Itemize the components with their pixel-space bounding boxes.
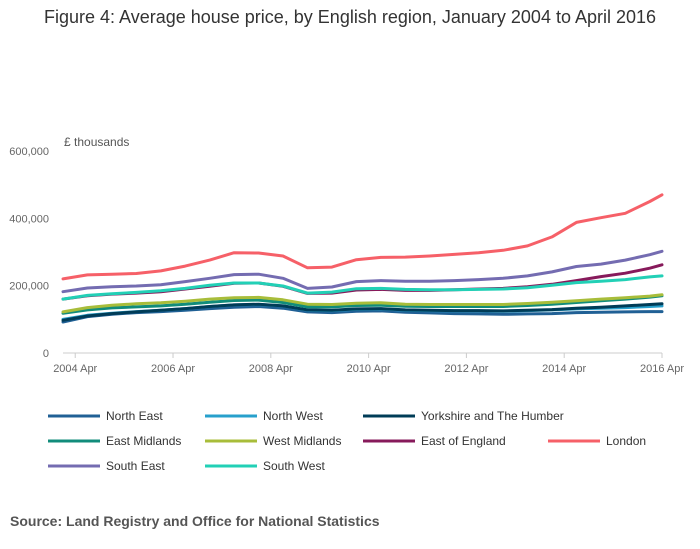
chart-title: Figure 4: Average house price, by Englis… — [43, 7, 657, 27]
legend-item[interactable]: North West — [205, 409, 323, 423]
y-tick-label: 0 — [43, 348, 49, 360]
legend-label: East Midlands — [106, 434, 181, 448]
x-tick-label: 2012 Apr — [444, 363, 488, 375]
legend-label: South West — [263, 459, 325, 473]
x-tick-label: 2010 Apr — [347, 363, 391, 375]
series-line-south-west — [61, 274, 664, 301]
legend-label: West Midlands — [263, 434, 341, 448]
legend-item[interactable]: South West — [205, 459, 325, 473]
source-note: Source: Land Registry and Office for Nat… — [10, 513, 380, 529]
legend-item[interactable]: West Midlands — [205, 434, 341, 448]
y-tick-label: 200,000 — [9, 281, 49, 293]
legend-label: South East — [106, 459, 165, 473]
legend-item[interactable]: Yorkshire and The Humber — [363, 409, 564, 423]
legend-label: North West — [263, 409, 323, 423]
series-line-south-east — [61, 249, 664, 294]
legend-label: London — [606, 434, 646, 448]
y-axis-label: £ thousands — [64, 135, 129, 149]
y-tick-label: 400,000 — [9, 213, 49, 225]
legend-item[interactable]: East of England — [363, 434, 506, 448]
y-tick-label: 600,000 — [9, 146, 49, 158]
legend-item[interactable]: London — [548, 434, 646, 448]
series-line-east-midlands — [61, 294, 664, 315]
series-line-west-midlands — [61, 293, 664, 314]
legend-label: East of England — [421, 434, 506, 448]
legend-label: North East — [106, 409, 163, 423]
series-line-yorkshire-and-the-humber — [61, 302, 664, 322]
legend-label: Yorkshire and The Humber — [421, 409, 564, 423]
x-tick-label: 2008 Apr — [249, 363, 293, 375]
x-tick-label: 2004 Apr — [53, 363, 97, 375]
x-tick-label: 2014 Apr — [542, 363, 586, 375]
legend-item[interactable]: South East — [48, 459, 165, 473]
x-tick-label: 2016 Apr — [640, 363, 684, 375]
series-line-london — [61, 193, 664, 281]
legend-item[interactable]: North East — [48, 409, 163, 423]
legend-item[interactable]: East Midlands — [48, 434, 181, 448]
x-tick-label: 2006 Apr — [151, 363, 195, 375]
